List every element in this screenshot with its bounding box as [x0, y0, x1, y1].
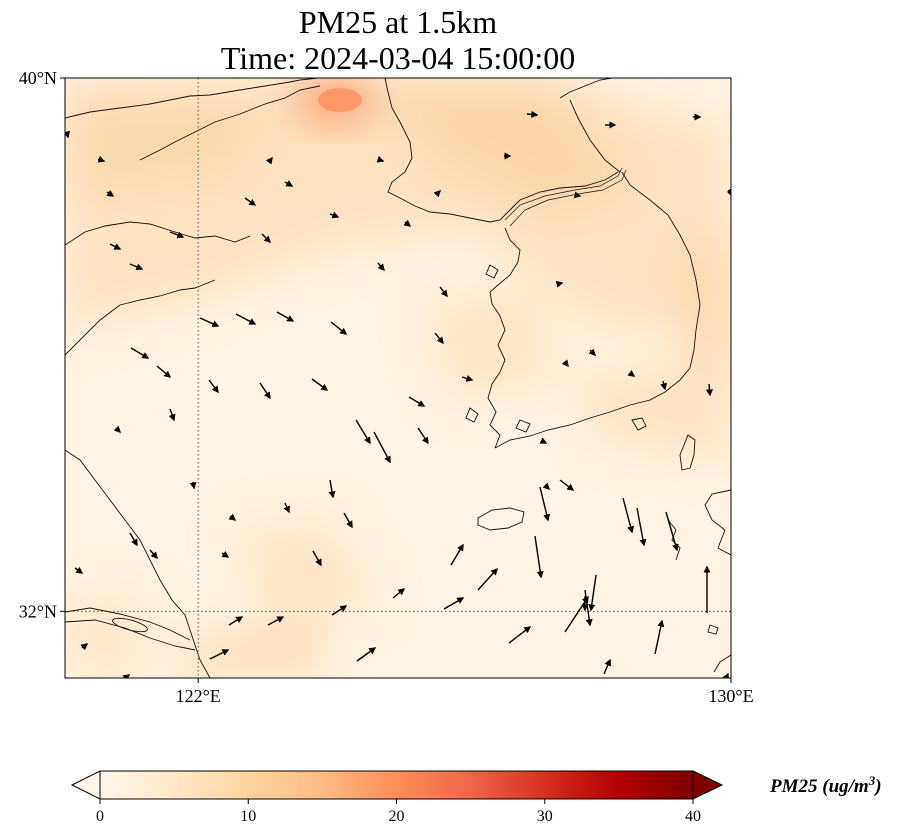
wind-arrow — [392, 588, 406, 599]
wind-arrow — [130, 347, 150, 359]
colorbar-tick-label: 0 — [96, 808, 104, 825]
wind-arrow — [706, 383, 713, 397]
wind-arrow — [244, 197, 257, 206]
wind-arrow — [408, 396, 426, 407]
wind-arrow — [636, 507, 647, 547]
wind-arrow — [508, 626, 532, 644]
wind-arrow — [276, 311, 295, 322]
wind-arrow — [588, 574, 597, 612]
map-frame — [64, 77, 732, 679]
wind-arrow — [403, 219, 412, 227]
wind-arrow — [331, 605, 348, 616]
wind-arrow — [311, 378, 329, 391]
wind-arrow — [377, 262, 385, 272]
wind-arrow — [208, 379, 219, 394]
wind-arrow — [443, 597, 465, 610]
wind-arrow — [376, 155, 385, 163]
wind-arrow — [373, 431, 391, 464]
wind-arrow — [542, 482, 550, 490]
wind-arrow — [561, 359, 569, 368]
colorbar-min-extension — [70, 770, 101, 800]
lat-tick-label: 32°N — [19, 601, 57, 621]
wind-vectors — [65, 110, 731, 678]
wind-arrow — [433, 190, 441, 198]
wind-arrow — [284, 180, 294, 187]
wind-arrow — [573, 191, 582, 199]
wind-arrow — [283, 502, 290, 514]
wind-arrow — [129, 532, 138, 547]
pm25-field — [65, 78, 731, 678]
colorbar-tick-label: 20 — [389, 808, 405, 825]
wind-arrow — [461, 375, 474, 382]
gridlines — [65, 78, 731, 678]
wind-arrow — [564, 595, 589, 633]
map-title-line-2: Time: 2024-03-04 15:00:00 — [220, 40, 576, 76]
wind-arrow — [199, 317, 220, 327]
wind-arrow — [555, 280, 564, 288]
wind-arrow — [329, 211, 340, 219]
wind-arrow — [343, 512, 353, 529]
colorbar: 0 10 20 30 40 PM25 (ug/m3) — [70, 770, 882, 825]
wind-arrow — [169, 231, 185, 239]
wind-arrow — [330, 321, 348, 335]
wind-arrow — [356, 647, 377, 662]
wind-arrow — [189, 481, 197, 490]
wind-arrow — [235, 313, 257, 325]
lat-tick-label: 40°N — [19, 68, 57, 88]
wind-arrow — [434, 332, 444, 345]
lon-tick-label: 130°E — [708, 686, 753, 706]
colorbar-tick-label: 30 — [537, 808, 553, 825]
wind-arrow — [221, 550, 230, 558]
wind-arrow — [156, 365, 172, 378]
wind-arrow — [267, 616, 285, 626]
colorbar-tick-label: 10 — [240, 808, 256, 825]
wind-arrow — [559, 479, 575, 491]
wind-arrow — [534, 535, 544, 579]
wind-arrow — [355, 419, 371, 445]
wind-arrow — [74, 566, 84, 574]
wind-arrow — [228, 513, 237, 521]
wind-arrow — [259, 382, 271, 400]
wind-arrow — [65, 130, 71, 139]
axis-ticks: 40°N 32°N 122°E 130°E — [19, 68, 754, 706]
wind-arrow — [113, 425, 121, 433]
colorbar-ticks: 0 10 20 30 40 — [96, 799, 701, 825]
wind-arrow — [722, 672, 729, 678]
wind-arrow — [627, 369, 636, 377]
wind-arrow — [97, 155, 106, 163]
wind-arrow — [168, 408, 176, 422]
coastlines — [65, 78, 731, 678]
wind-arrow — [539, 486, 551, 522]
colorbar-label: PM25 (ug/m3) — [769, 773, 882, 797]
map-title-line-1: PM25 at 1.5km — [298, 4, 498, 40]
wind-arrow — [149, 549, 158, 560]
wind-arrow — [660, 380, 668, 391]
wind-arrow — [109, 243, 122, 250]
wind-arrow — [603, 658, 612, 675]
wind-arrow — [265, 156, 273, 165]
wind-arrow — [665, 511, 679, 552]
colorbar-tick-label: 40 — [685, 808, 701, 825]
wind-arrow — [526, 110, 539, 118]
wind-arrow — [312, 550, 322, 567]
colorbar-gradient — [100, 771, 693, 799]
wind-arrow — [106, 189, 115, 197]
wind-arrow — [209, 649, 230, 660]
colorbar-max-extension — [692, 770, 724, 800]
wind-arrow — [129, 263, 144, 271]
wind-arrow — [417, 427, 429, 445]
wind-arrow — [228, 616, 244, 626]
wind-arrow — [622, 497, 634, 534]
wind-arrow — [450, 543, 464, 566]
wind-arrow — [328, 479, 336, 499]
wind-arrow — [261, 233, 271, 243]
wind-arrow — [439, 286, 448, 298]
wind-arrow — [588, 348, 596, 356]
lon-tick-label: 122°E — [176, 686, 221, 706]
wind-arrow — [654, 619, 665, 655]
wind-arrow — [539, 437, 548, 444]
wind-arrow — [477, 567, 498, 591]
wind-arrow — [80, 643, 89, 651]
